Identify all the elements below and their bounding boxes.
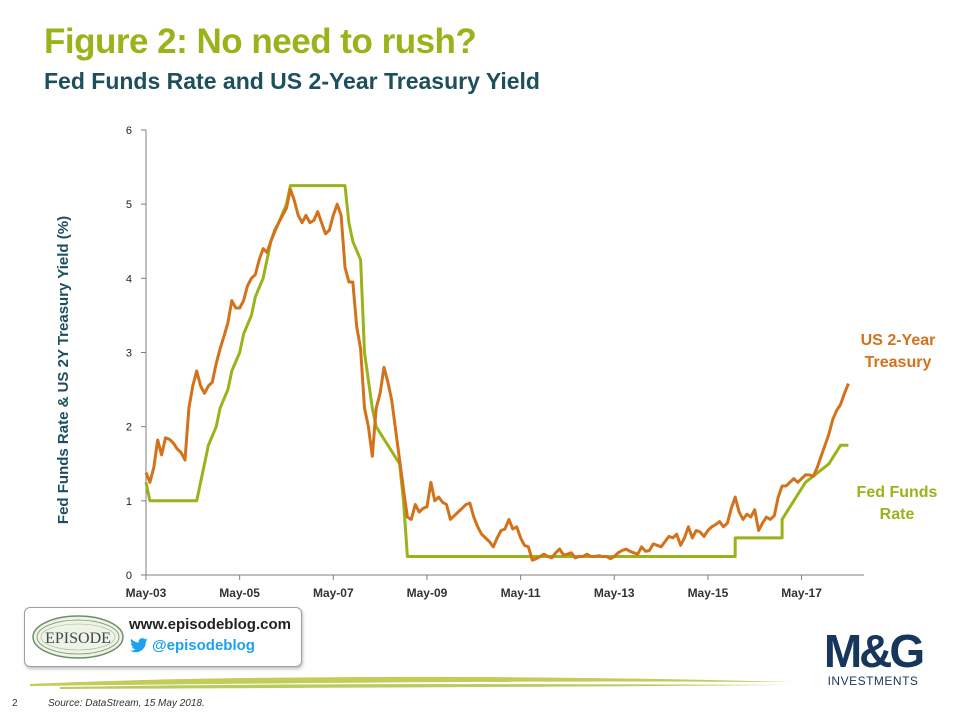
mg-investments-logo: M&G INVESTMENTS <box>808 628 938 688</box>
slide-number: 2 <box>12 698 18 709</box>
series-label: Rate <box>880 506 915 523</box>
decorative-swoosh <box>30 676 790 689</box>
x-tick-label: May-07 <box>313 586 354 600</box>
episode-blog-box: EPISODE www.episodeblog.com @episodeblog <box>24 607 302 667</box>
x-tick-label: May-09 <box>407 586 448 600</box>
chart-series <box>144 184 850 562</box>
y-tick-label: 3 <box>126 348 132 360</box>
x-tick-label: May-03 <box>126 586 167 600</box>
x-tick-label: May-11 <box>501 586 541 600</box>
page-title: Figure 2: No need to rush? <box>44 22 477 61</box>
source-note: Source: DataStream, 15 May 2018. <box>48 698 205 709</box>
series-label: US 2-Year <box>861 332 936 349</box>
y-tick-label: 4 <box>126 273 132 285</box>
series-line-treasury-2y <box>144 187 850 562</box>
twitter-bird-icon <box>130 637 148 652</box>
x-tick-label: May-05 <box>219 586 260 600</box>
y-tick-label: 5 <box>126 199 132 211</box>
x-tick-label: May-13 <box>594 586 635 600</box>
chart-ticks: 0 1 2 3 4 5 6 May-03 May-05 May-07 May-09 May-11 May… <box>126 125 823 600</box>
series-label: Fed Funds <box>857 484 938 501</box>
y-tick-label: 0 <box>126 570 132 582</box>
episode-logo: EPISODE <box>32 615 124 659</box>
mg-logo-sub: INVESTMENTS <box>827 674 919 688</box>
y-tick-label: 2 <box>126 422 132 434</box>
chart-series-labels: Fed Funds Rate US 2-Year Treasury <box>857 332 938 523</box>
page-subtitle: Fed Funds Rate and US 2-Year Treasury Yi… <box>44 68 540 94</box>
series-label: Treasury <box>865 354 932 371</box>
mg-logo-word: M&G <box>823 625 925 677</box>
twitter-handle: @episodeblog <box>152 637 255 654</box>
y-tick-label: 6 <box>126 125 132 137</box>
website-link[interactable]: www.episodeblog.com <box>129 616 291 633</box>
x-tick-label: May-15 <box>688 586 729 600</box>
chart-axes <box>145 130 864 576</box>
y-tick-label: 1 <box>126 496 132 508</box>
y-axis-label: Fed Funds Rate & US 2Y Treasury Yield (%… <box>55 216 72 524</box>
series-line-fed-funds <box>144 184 849 558</box>
x-tick-label: May-17 <box>781 586 822 600</box>
episode-logo-text: EPISODE <box>45 630 111 647</box>
twitter-row[interactable]: @episodeblog <box>129 637 255 654</box>
